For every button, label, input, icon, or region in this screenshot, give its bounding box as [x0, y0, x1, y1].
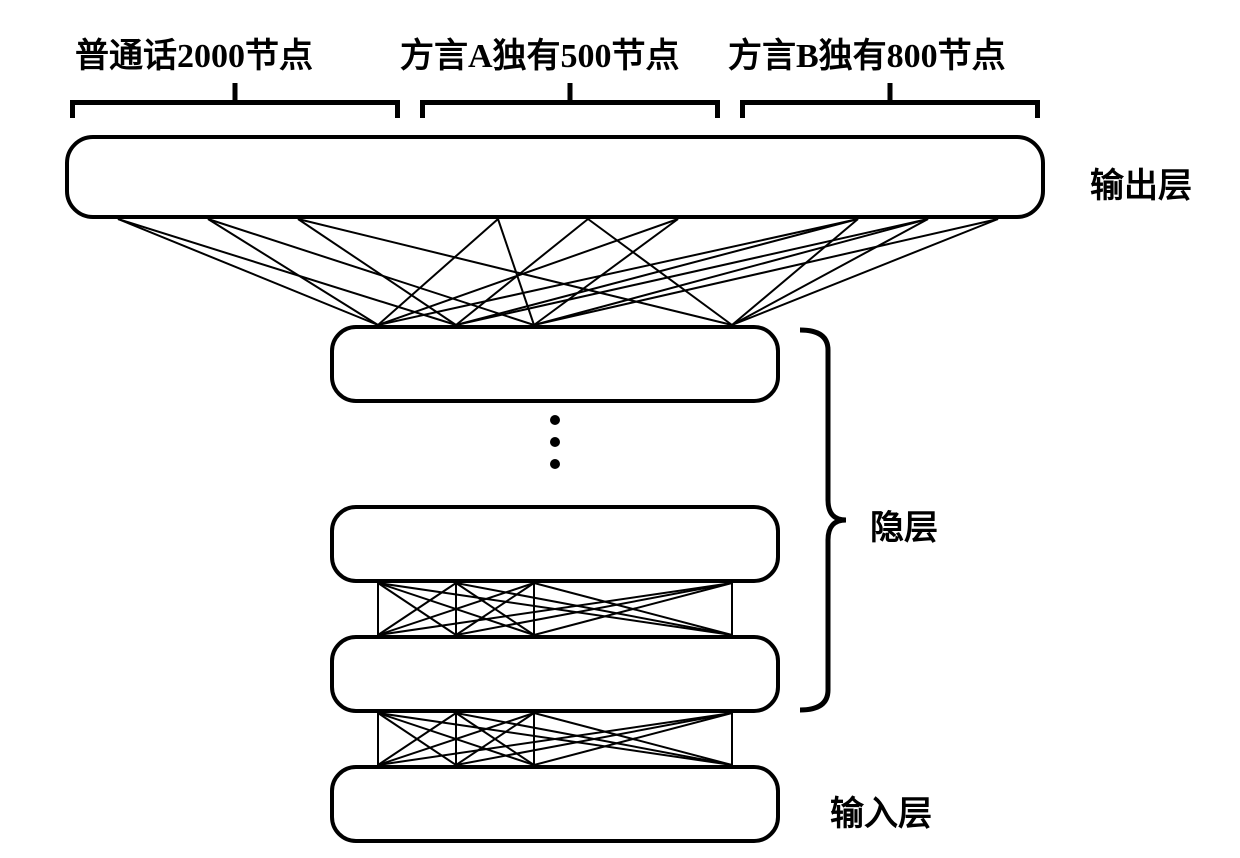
vertical-ellipsis-dot: [550, 437, 560, 447]
input-layer-box: [330, 765, 780, 843]
output-layer-box: [65, 135, 1045, 219]
hidden-mid-layer-box: [330, 505, 780, 583]
bracket-group1: [70, 100, 400, 105]
label-input-layer: 输入层: [830, 786, 932, 835]
bracket-group3: [740, 100, 1040, 105]
label-group3: 方言B独有800节点: [728, 28, 1006, 77]
hidden-bot-layer-box: [330, 635, 780, 713]
hidden-top-layer-box: [330, 325, 780, 403]
label-group2: 方言A独有500节点: [400, 28, 680, 77]
diagram-canvas: 普通话2000节点 方言A独有500节点方言B独有800节点输出层隐层输入层: [0, 0, 1240, 858]
label-hidden-layer: 隐层: [870, 500, 938, 549]
vertical-ellipsis-dot: [550, 415, 560, 425]
bracket-group2: [420, 100, 720, 105]
label-output-layer: 输出层: [1090, 158, 1192, 207]
connection-lines: [0, 0, 1240, 858]
vertical-ellipsis-dot: [550, 459, 560, 469]
label-group1: 普通话2000节点: [75, 28, 313, 77]
hidden-layer-brace: [800, 330, 846, 710]
